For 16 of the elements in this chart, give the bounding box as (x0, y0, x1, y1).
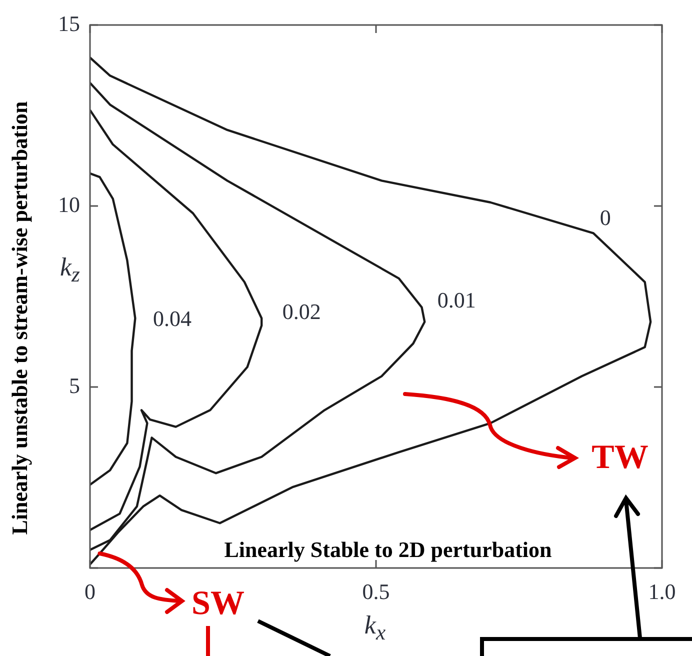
annotation: Linearly Stable to 2D perturbation (224, 537, 552, 562)
y-tick-label: 5 (69, 372, 80, 398)
series-label: 0.02 (282, 299, 321, 324)
text: Linearly unstable to stream-wise perturbation (7, 101, 32, 535)
series-label: 0 (600, 204, 611, 230)
annotation: TW (592, 439, 648, 476)
y-axis-title: k$_{z}$ (60, 252, 80, 288)
annotation: SW (192, 585, 244, 622)
series-label: 0.01 (437, 288, 476, 313)
x-tick-label: 0 (84, 578, 96, 604)
y-tick-label: 10 (58, 192, 80, 217)
x-tick-label: 0.5 (362, 578, 390, 604)
x-tick-label: 1.0 (648, 578, 676, 604)
series-label: 0.04 (152, 306, 192, 331)
y-tick-label: 15 (58, 10, 80, 36)
x-axis-title: k$_{x}$ (364, 610, 386, 646)
